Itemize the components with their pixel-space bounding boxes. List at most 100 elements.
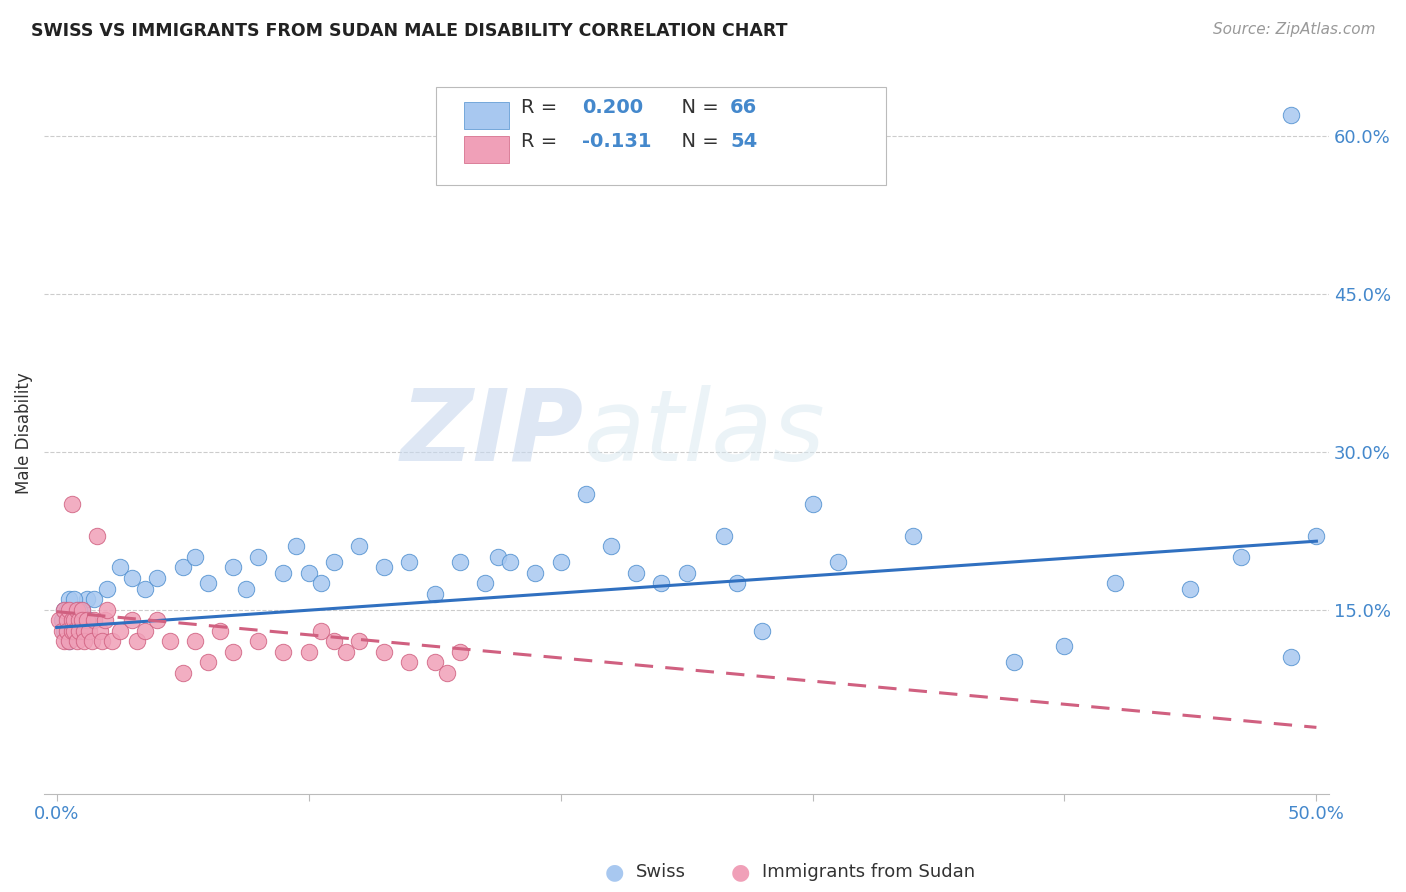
Point <box>373 645 395 659</box>
Point <box>273 566 295 580</box>
Point <box>146 571 169 585</box>
Point <box>172 560 194 574</box>
Point <box>70 613 93 627</box>
Point <box>197 655 219 669</box>
Point <box>474 576 496 591</box>
Point <box>449 645 471 659</box>
Point <box>48 613 70 627</box>
Point <box>423 655 446 669</box>
Text: ZIP: ZIP <box>401 384 583 482</box>
Point <box>56 602 79 616</box>
Point <box>76 613 98 627</box>
Point <box>273 645 295 659</box>
Point <box>751 624 773 638</box>
Point <box>58 592 80 607</box>
Point <box>108 560 131 574</box>
Point <box>322 634 344 648</box>
Point <box>60 497 83 511</box>
Point <box>725 576 748 591</box>
Point <box>235 582 257 596</box>
Point <box>285 540 308 554</box>
Point <box>827 555 849 569</box>
Point <box>524 566 547 580</box>
Text: Source: ZipAtlas.com: Source: ZipAtlas.com <box>1212 22 1375 37</box>
Point <box>436 665 458 680</box>
Text: R =: R = <box>520 98 564 117</box>
Point <box>53 602 76 616</box>
Point <box>172 665 194 680</box>
Text: N =: N = <box>669 132 724 151</box>
Point <box>73 624 96 638</box>
Point <box>58 634 80 648</box>
Text: R =: R = <box>520 132 564 151</box>
Point <box>51 624 73 638</box>
Point <box>63 602 86 616</box>
Point <box>66 624 89 638</box>
Point <box>58 602 80 616</box>
Point <box>121 613 143 627</box>
Point <box>76 592 98 607</box>
Point <box>67 602 90 616</box>
Point <box>309 624 332 638</box>
Point <box>83 613 105 627</box>
Point <box>222 645 245 659</box>
Point <box>247 634 270 648</box>
Point <box>63 613 86 627</box>
Point <box>134 582 156 596</box>
Point <box>86 529 108 543</box>
Point <box>60 624 83 638</box>
Point <box>96 582 118 596</box>
Point <box>70 602 93 616</box>
Point <box>159 634 181 648</box>
Point <box>56 624 79 638</box>
Point <box>70 602 93 616</box>
Point <box>801 497 824 511</box>
Point <box>335 645 357 659</box>
Point <box>79 613 101 627</box>
Text: 0.200: 0.200 <box>582 98 644 117</box>
Point <box>423 587 446 601</box>
Point <box>96 602 118 616</box>
Point <box>449 555 471 569</box>
Point <box>63 592 86 607</box>
Point <box>134 624 156 638</box>
Point <box>121 571 143 585</box>
Text: Immigrants from Sudan: Immigrants from Sudan <box>762 863 976 881</box>
Point <box>550 555 572 569</box>
Point <box>398 655 420 669</box>
Point <box>51 613 73 627</box>
Point <box>70 613 93 627</box>
Text: -0.131: -0.131 <box>582 132 652 151</box>
Point <box>60 613 83 627</box>
Text: SWISS VS IMMIGRANTS FROM SUDAN MALE DISABILITY CORRELATION CHART: SWISS VS IMMIGRANTS FROM SUDAN MALE DISA… <box>31 22 787 40</box>
Point <box>298 645 321 659</box>
Point <box>1053 640 1076 654</box>
Point <box>184 549 207 564</box>
Point <box>93 613 115 627</box>
Point <box>1002 655 1025 669</box>
Point <box>309 576 332 591</box>
Point <box>67 624 90 638</box>
Point <box>713 529 735 543</box>
FancyBboxPatch shape <box>464 136 509 163</box>
Point <box>184 634 207 648</box>
Point <box>347 634 370 648</box>
FancyBboxPatch shape <box>436 87 886 185</box>
Point <box>63 624 86 638</box>
Point <box>347 540 370 554</box>
Point <box>398 555 420 569</box>
Point <box>60 613 83 627</box>
Point <box>73 624 96 638</box>
Point <box>499 555 522 569</box>
Point <box>1180 582 1202 596</box>
Point <box>73 634 96 648</box>
Point <box>1279 108 1302 122</box>
Point <box>83 592 105 607</box>
Point <box>56 624 79 638</box>
Point <box>67 613 90 627</box>
Point <box>650 576 672 591</box>
Point <box>298 566 321 580</box>
Point <box>322 555 344 569</box>
FancyBboxPatch shape <box>464 102 509 129</box>
Point <box>1305 529 1327 543</box>
